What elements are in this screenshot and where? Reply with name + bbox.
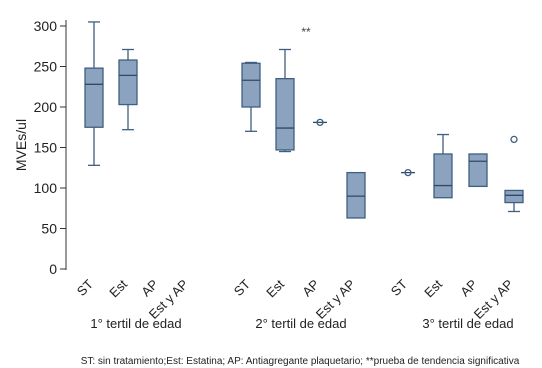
footnote: ST: sin tratamiento;Est: Estatina; AP: A…: [81, 356, 520, 367]
box-g3-est: [433, 153, 453, 199]
box-g3-est-y-ap: [504, 189, 524, 204]
y-tick-label-200: 200: [34, 99, 58, 115]
category-label-g2-ap: AP: [299, 277, 322, 300]
plot-area: 0 50 100 150 200 250 300 1° tertil de edad ST Est…: [34, 18, 524, 331]
box-g2-est: [275, 78, 295, 151]
y-tick-label-50: 50: [41, 221, 57, 237]
group-label-2: 2° tertil de edad: [255, 316, 346, 331]
outlier-g2-ap-0: [316, 118, 324, 127]
y-tick-label-150: 150: [34, 140, 58, 156]
outlier-g3-st-0: [404, 168, 412, 177]
outlier-g3-est-y-ap-0: [510, 135, 518, 144]
group-label-1: 1° tertil de edad: [90, 316, 181, 331]
category-label-g3-st: ST: [388, 276, 410, 298]
category-label-g3-ap: AP: [457, 277, 480, 300]
box-g2-st: [241, 62, 261, 108]
category-label-g3-est: Est: [421, 276, 445, 300]
y-tick-label-250: 250: [34, 59, 58, 75]
category-label-g1-ap: AP: [138, 277, 161, 300]
category-label-g1-st: ST: [74, 276, 96, 298]
box-g2-est-y-ap: [346, 171, 366, 219]
y-tick-label-300: 300: [34, 18, 58, 34]
y-tick-label-0: 0: [49, 261, 57, 277]
category-label-g1-est: Est: [106, 276, 130, 300]
box-g1-est: [118, 59, 138, 106]
significance-annotation-0: **: [301, 25, 311, 39]
group-label-3: 3° tertil de edad: [422, 316, 513, 331]
box-g3-ap: [468, 153, 488, 188]
y-axis-label: MVEs/ul: [13, 119, 29, 171]
box-g1-st: [84, 67, 104, 128]
y-tick-label-100: 100: [34, 180, 58, 196]
category-label-g2-est: Est: [263, 276, 287, 300]
category-label-g2-st: ST: [231, 276, 253, 298]
